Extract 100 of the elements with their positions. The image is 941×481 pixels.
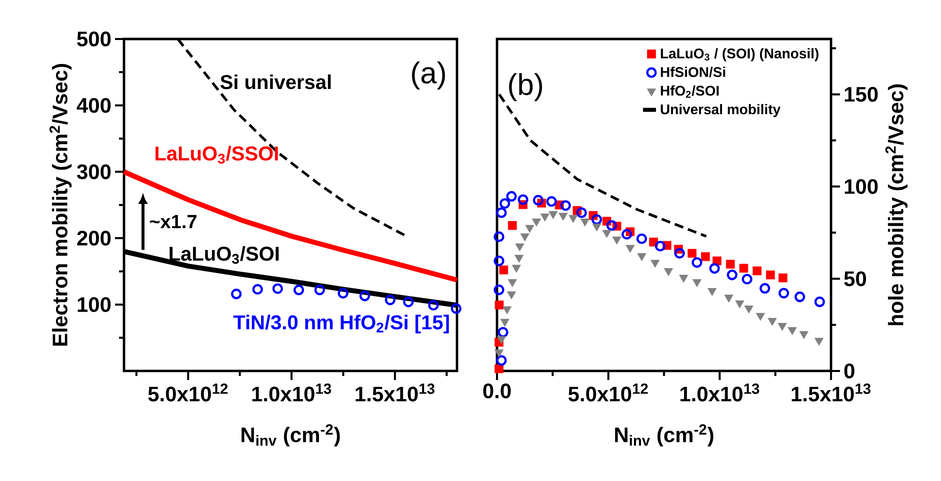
point <box>494 364 504 374</box>
point <box>314 284 325 296</box>
point <box>499 266 508 274</box>
point <box>500 198 510 209</box>
point <box>506 291 516 300</box>
x-tick-label: 1.5x10$^{13}$ <box>356 384 434 402</box>
point <box>591 214 602 225</box>
point <box>338 288 348 299</box>
point <box>799 331 808 340</box>
point <box>688 248 696 258</box>
point <box>744 306 754 314</box>
point <box>724 294 734 303</box>
point <box>636 233 648 244</box>
point <box>293 284 304 296</box>
y-axis-title: Electron mobility (cm$^{2}$/Vsec) <box>49 64 72 346</box>
y-tick-label: 300 <box>76 164 111 180</box>
point <box>602 230 612 238</box>
point <box>532 194 544 206</box>
point <box>384 294 396 306</box>
point <box>612 236 622 244</box>
x-tick-label: 1.0x10$^{13}$ <box>252 384 332 402</box>
point <box>708 288 717 296</box>
point <box>502 306 512 314</box>
point <box>494 284 504 296</box>
y-tick-label: 100 <box>844 179 878 194</box>
point <box>428 300 439 311</box>
legend-label: LaLuO$_{3}$ / (SOI) (Nanosil) <box>660 48 818 62</box>
point <box>515 243 524 252</box>
x-tick-label: 5.0x10$^{12}$ <box>568 384 648 402</box>
point <box>252 284 263 295</box>
point <box>450 303 462 314</box>
point <box>679 274 688 283</box>
x-tick-label: 0.0 <box>483 384 511 398</box>
point <box>498 326 508 338</box>
series-label: TiN/3.0 nm HfO$_{2}$/Si [15] <box>233 314 449 334</box>
y-tick-label: 400 <box>76 98 111 113</box>
point <box>576 207 587 218</box>
point <box>726 270 738 280</box>
point <box>674 248 685 259</box>
y-tick-label: 200 <box>77 230 111 246</box>
point <box>692 257 702 268</box>
point <box>558 212 568 221</box>
point <box>606 220 617 231</box>
point <box>766 270 775 280</box>
legend-label: HfSiON/Si <box>660 66 726 78</box>
point <box>692 279 702 288</box>
legend-label: HfO$_{2}$/SOI <box>660 85 719 98</box>
point <box>568 215 578 223</box>
point <box>548 211 558 220</box>
point <box>532 218 541 226</box>
point <box>739 264 748 273</box>
point <box>650 260 660 268</box>
point <box>654 240 666 252</box>
point <box>814 338 824 346</box>
point <box>506 191 517 202</box>
y-tick-label: 500 <box>77 32 111 46</box>
point <box>768 318 777 326</box>
point <box>494 300 504 310</box>
series-label: LaLuO$_{3}$/SSOI <box>156 146 278 164</box>
point <box>778 322 787 331</box>
point <box>622 229 632 240</box>
point <box>756 312 765 321</box>
point <box>272 283 283 294</box>
point <box>514 254 524 263</box>
series-label: Si universal <box>220 74 331 90</box>
point <box>494 256 504 266</box>
point <box>664 268 673 276</box>
point <box>788 327 797 336</box>
y-axis-title: hole mobility (cm$^{2}$/Vsec) <box>885 84 908 326</box>
point <box>701 252 710 262</box>
point <box>525 224 534 233</box>
y-tick-label: 50 <box>844 271 866 286</box>
point <box>359 290 370 302</box>
point <box>540 214 550 222</box>
annotation: (a) <box>412 62 445 90</box>
x-tick-label: 1.5x10$^{13}$ <box>792 384 871 402</box>
x-tick-label: 1.0x10$^{13}$ <box>680 384 760 402</box>
point <box>518 194 528 205</box>
annotation: ~x1.7 <box>150 215 196 228</box>
point <box>760 283 770 294</box>
point <box>496 355 507 366</box>
point <box>494 349 504 358</box>
annotation: (b) <box>509 73 542 102</box>
point <box>778 273 788 282</box>
point <box>496 336 506 344</box>
point <box>500 318 510 327</box>
x-tick-label: 5.0x10$^{12}$ <box>148 384 228 402</box>
point <box>403 296 414 308</box>
point <box>231 288 242 300</box>
point <box>626 244 635 253</box>
point <box>560 200 571 211</box>
point <box>794 292 806 302</box>
point <box>508 279 517 288</box>
y-tick-label: 150 <box>844 86 878 102</box>
point <box>814 296 825 308</box>
point <box>546 196 557 207</box>
y-tick-label: 0 <box>844 364 854 378</box>
x-axis-title: N$_{inv}$ (cm$^{-2}$) <box>242 424 340 446</box>
point <box>742 274 752 284</box>
point <box>709 263 720 274</box>
